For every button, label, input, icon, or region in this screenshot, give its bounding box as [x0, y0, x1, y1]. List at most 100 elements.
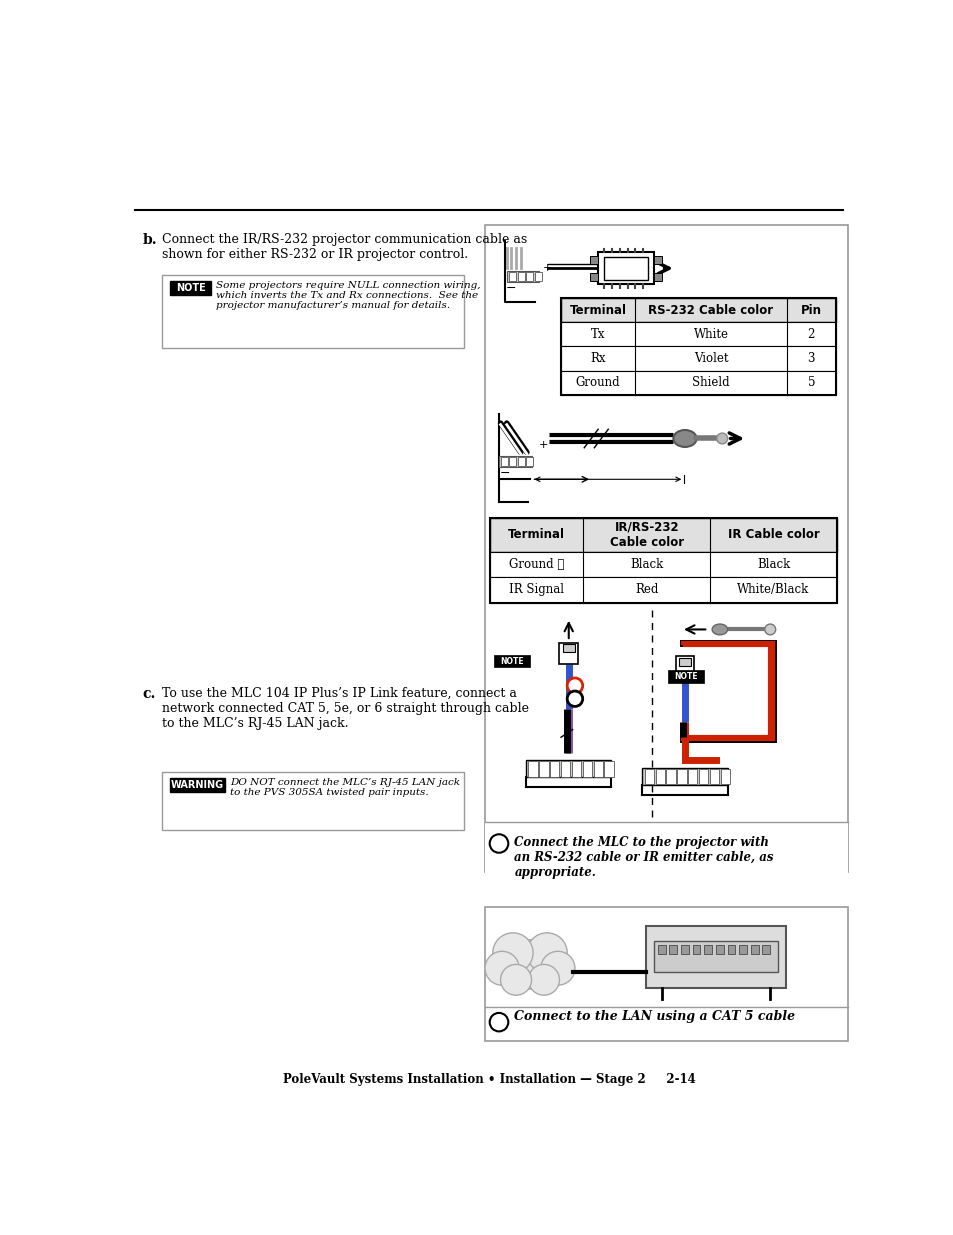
FancyBboxPatch shape [170, 280, 212, 294]
Text: Shield: Shield [692, 377, 729, 389]
Text: NOTE: NOTE [175, 283, 205, 293]
FancyBboxPatch shape [525, 457, 533, 466]
Circle shape [493, 932, 533, 973]
Circle shape [528, 965, 558, 995]
FancyBboxPatch shape [641, 768, 727, 785]
Ellipse shape [673, 430, 696, 447]
FancyBboxPatch shape [517, 457, 524, 466]
FancyBboxPatch shape [680, 945, 688, 955]
FancyBboxPatch shape [489, 577, 836, 603]
FancyBboxPatch shape [489, 552, 836, 577]
Circle shape [540, 951, 575, 986]
Text: Violet: Violet [693, 352, 727, 366]
Text: Terminal: Terminal [569, 304, 626, 317]
FancyBboxPatch shape [484, 225, 847, 872]
FancyBboxPatch shape [571, 761, 580, 777]
FancyBboxPatch shape [604, 257, 647, 280]
Circle shape [526, 932, 567, 973]
FancyBboxPatch shape [170, 778, 225, 792]
Text: +: + [542, 263, 552, 273]
FancyBboxPatch shape [699, 769, 707, 784]
FancyBboxPatch shape [590, 256, 598, 264]
FancyBboxPatch shape [750, 945, 758, 955]
FancyBboxPatch shape [727, 945, 735, 955]
Text: +: + [537, 440, 547, 450]
FancyBboxPatch shape [598, 252, 654, 284]
Text: Black: Black [630, 558, 662, 571]
FancyBboxPatch shape [494, 655, 530, 667]
Text: WARNING: WARNING [171, 781, 224, 790]
FancyBboxPatch shape [716, 945, 723, 955]
FancyBboxPatch shape [582, 761, 592, 777]
FancyBboxPatch shape [560, 299, 835, 322]
FancyBboxPatch shape [654, 273, 661, 280]
Circle shape [484, 951, 518, 986]
Circle shape [489, 1013, 508, 1031]
Text: RS-232 Cable color: RS-232 Cable color [648, 304, 773, 317]
Text: b.: b. [142, 233, 157, 247]
FancyBboxPatch shape [162, 275, 464, 348]
FancyBboxPatch shape [489, 517, 836, 552]
FancyBboxPatch shape [525, 272, 533, 282]
FancyBboxPatch shape [162, 772, 464, 830]
FancyBboxPatch shape [560, 370, 835, 395]
Text: −: − [499, 467, 510, 480]
FancyBboxPatch shape [506, 272, 538, 282]
Text: Connect the IR/RS-232 projector communication cable as
shown for either RS-232 o: Connect the IR/RS-232 projector communic… [162, 233, 527, 261]
Text: Pin: Pin [800, 304, 821, 317]
Text: Red: Red [635, 583, 658, 597]
FancyBboxPatch shape [517, 272, 524, 282]
Text: PoleVault Systems Installation • Installation — Stage 2     2-14: PoleVault Systems Installation • Install… [282, 1073, 695, 1087]
FancyBboxPatch shape [498, 456, 531, 467]
FancyBboxPatch shape [560, 761, 570, 777]
Text: Ground ≣: Ground ≣ [508, 558, 563, 571]
FancyBboxPatch shape [692, 945, 700, 955]
Circle shape [567, 692, 582, 706]
Circle shape [505, 940, 555, 989]
Text: To use the MLC 104 IP Plus’s IP Link feature, connect a
network connected CAT 5,: To use the MLC 104 IP Plus’s IP Link fea… [162, 687, 528, 730]
Circle shape [764, 624, 775, 635]
FancyBboxPatch shape [645, 926, 785, 988]
FancyBboxPatch shape [484, 823, 847, 903]
FancyBboxPatch shape [666, 769, 675, 784]
Ellipse shape [716, 433, 727, 443]
Text: 2: 2 [807, 329, 814, 341]
Text: IR/RS-232
Cable color: IR/RS-232 Cable color [609, 521, 683, 548]
Text: White/Black: White/Black [737, 583, 809, 597]
Text: DO NOT connect the MLC’s RJ-45 LAN jack
to the PVS 305SA twisted pair inputs.: DO NOT connect the MLC’s RJ-45 LAN jack … [230, 778, 459, 798]
FancyBboxPatch shape [500, 457, 507, 466]
Text: Tx: Tx [590, 329, 605, 341]
Text: IR Cable color: IR Cable color [727, 529, 819, 541]
Text: White: White [693, 329, 728, 341]
FancyBboxPatch shape [654, 941, 778, 972]
FancyBboxPatch shape [687, 769, 697, 784]
FancyBboxPatch shape [525, 761, 611, 777]
FancyBboxPatch shape [590, 273, 598, 280]
FancyBboxPatch shape [675, 656, 694, 678]
FancyBboxPatch shape [560, 347, 835, 370]
Text: Connect the MLC to the projector with
an RS-232 cable or IR emitter cable, as
ap: Connect the MLC to the projector with an… [514, 836, 773, 879]
Text: Terminal: Terminal [508, 529, 564, 541]
FancyBboxPatch shape [528, 761, 537, 777]
Text: Ground: Ground [576, 377, 619, 389]
Text: 5: 5 [807, 377, 814, 389]
Text: c.: c. [142, 687, 155, 701]
FancyBboxPatch shape [604, 761, 613, 777]
Circle shape [489, 835, 508, 852]
FancyBboxPatch shape [538, 761, 548, 777]
FancyBboxPatch shape [679, 658, 691, 666]
FancyBboxPatch shape [509, 272, 516, 282]
FancyBboxPatch shape [484, 906, 847, 1041]
FancyBboxPatch shape [550, 761, 558, 777]
Circle shape [500, 965, 531, 995]
FancyBboxPatch shape [560, 322, 835, 347]
Text: Some projectors require NULL connection wiring,
which inverts the Tx and Rx conn: Some projectors require NULL connection … [216, 280, 480, 310]
FancyBboxPatch shape [644, 769, 654, 784]
Text: IR Signal: IR Signal [509, 583, 563, 597]
Text: Rx: Rx [590, 352, 605, 366]
FancyBboxPatch shape [509, 457, 516, 466]
Circle shape [567, 678, 582, 693]
FancyBboxPatch shape [558, 642, 578, 664]
Text: −: − [506, 282, 517, 295]
Text: Connect to the LAN using a CAT 5 cable: Connect to the LAN using a CAT 5 cable [514, 1010, 795, 1024]
